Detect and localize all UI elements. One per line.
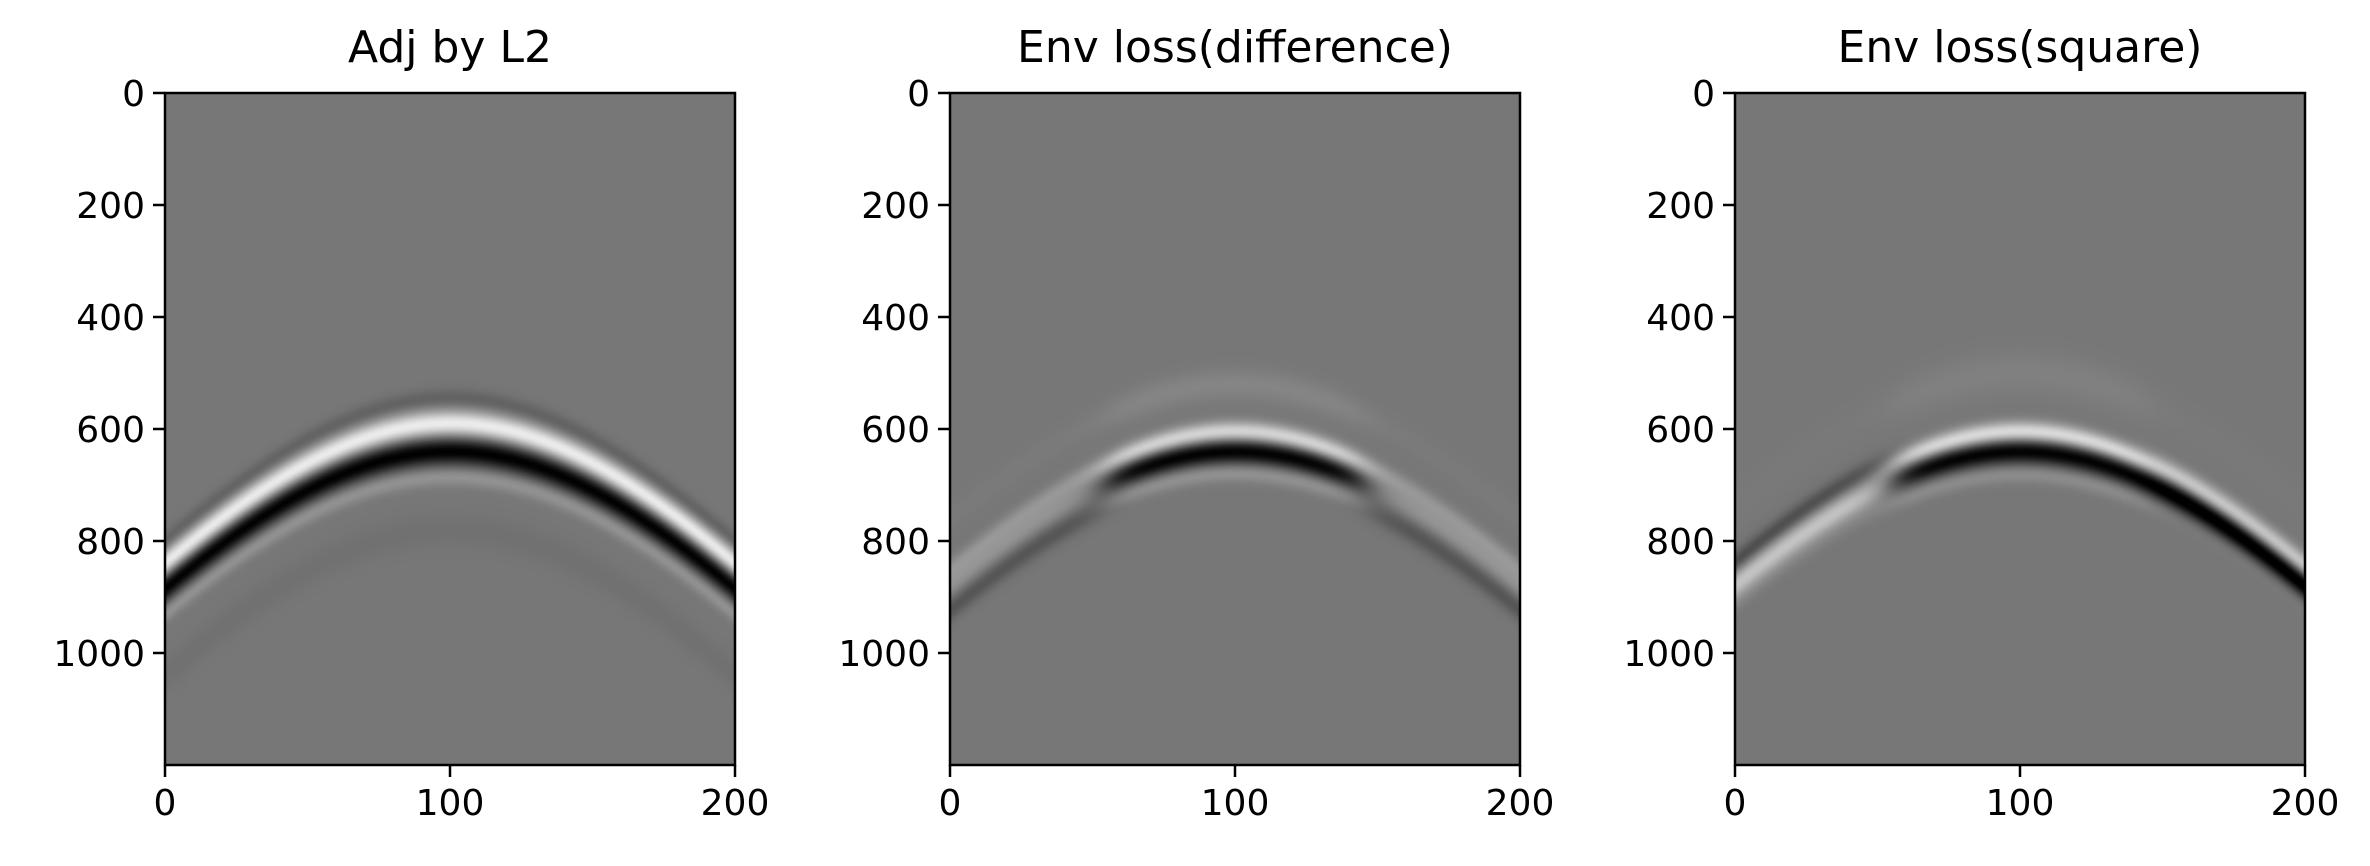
panel-1-ytick-label-5: 1000 xyxy=(53,634,145,675)
panel-2-ytick-label-5: 1000 xyxy=(838,634,930,675)
panel-2-xtick-label-2: 200 xyxy=(1486,783,1555,824)
panel-3-ytick-label-2: 400 xyxy=(1646,298,1715,339)
panel-1-xtick-label-2: 200 xyxy=(701,783,770,824)
panel-2-ytick-label-3: 600 xyxy=(861,410,930,451)
panel-2-y-axis: 0 200 400 600 800 1000 xyxy=(838,74,950,675)
panel-3-ytick-label-1: 200 xyxy=(1646,186,1715,227)
panel-3-xtick-label-1: 100 xyxy=(1986,783,2055,824)
panel-2-xtick-label-0: 0 xyxy=(939,783,962,824)
panel-1-xtick-label-0: 0 xyxy=(154,783,177,824)
panel-1-heatmap-image xyxy=(165,93,735,765)
panel-1: Adj by L2 0 200 400 600 800 1000 0 100 200 xyxy=(53,22,769,824)
panel-3-y-axis: 0 200 400 600 800 1000 xyxy=(1623,74,1735,675)
panel-2-ytick-label-4: 800 xyxy=(861,522,930,563)
panel-2-heatmap-image xyxy=(950,93,1520,765)
panel-1-xtick-label-1: 100 xyxy=(416,783,485,824)
panel-2-x-axis: 0 100 200 xyxy=(939,765,1555,824)
panel-1-ytick-label-0: 0 xyxy=(122,74,145,115)
panel-3-x-axis: 0 100 200 xyxy=(1724,765,2340,824)
panel-3-ytick-label-4: 800 xyxy=(1646,522,1715,563)
panel-3: Env loss(square) 0 200 400 600 800 1000 0 100 2… xyxy=(1623,22,2339,824)
panel-3-xtick-label-2: 200 xyxy=(2271,783,2340,824)
panel-2-ytick-label-0: 0 xyxy=(907,74,930,115)
panel-3-xtick-label-0: 0 xyxy=(1724,783,1747,824)
panel-2-ytick-label-2: 400 xyxy=(861,298,930,339)
panel-2-xtick-label-1: 100 xyxy=(1201,783,1270,824)
panel-3-ytick-label-3: 600 xyxy=(1646,410,1715,451)
panel-1-ytick-label-3: 600 xyxy=(76,410,145,451)
panel-3-heatmap-image xyxy=(1735,93,2305,765)
panel-1-ytick-label-4: 800 xyxy=(76,522,145,563)
panel-1-ytick-label-2: 400 xyxy=(76,298,145,339)
panel-3-ytick-label-5: 1000 xyxy=(1623,634,1715,675)
panel-3-title: Env loss(square) xyxy=(1838,22,2203,73)
panel-1-x-axis: 0 100 200 xyxy=(154,765,770,824)
panel-1-y-axis: 0 200 400 600 800 1000 xyxy=(53,74,165,675)
panel-2-title: Env loss(difference) xyxy=(1017,22,1453,73)
panel-1-ytick-label-1: 200 xyxy=(76,186,145,227)
panel-3-ytick-label-0: 0 xyxy=(1692,74,1715,115)
panel-1-title: Adj by L2 xyxy=(348,22,552,73)
panel-2-ytick-label-1: 200 xyxy=(861,186,930,227)
